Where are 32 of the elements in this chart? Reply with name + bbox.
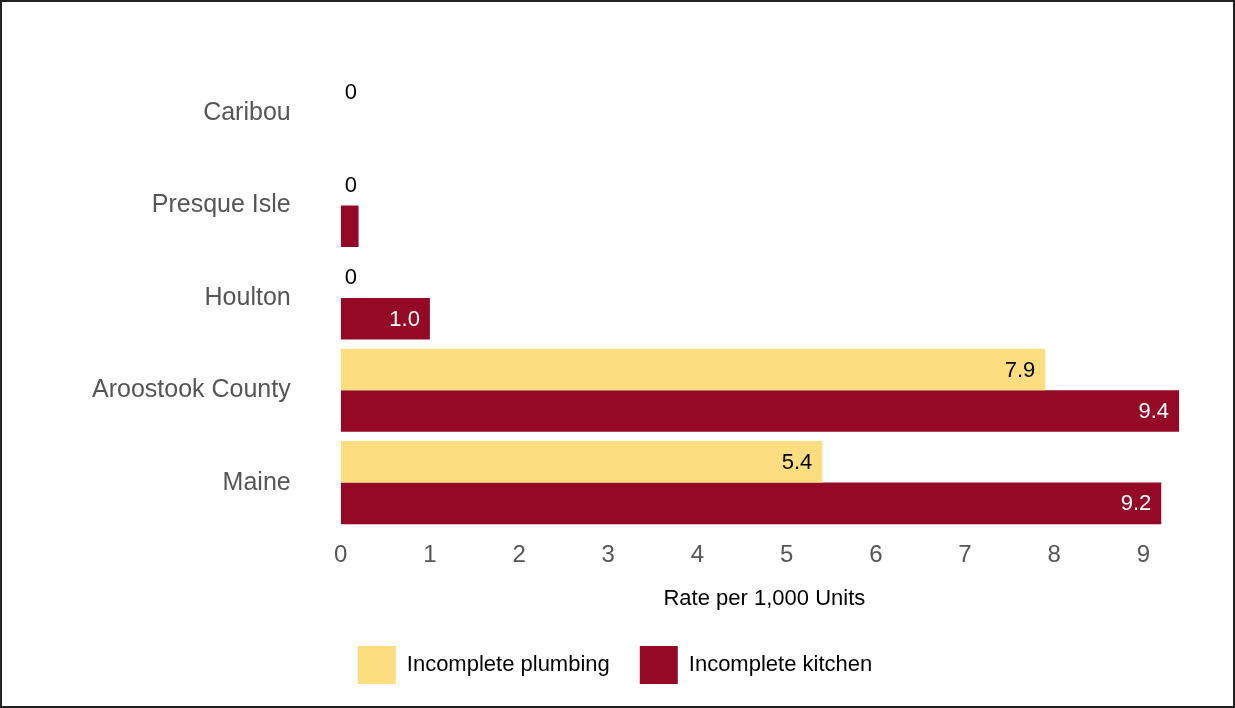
legend-label: Incomplete plumbing: [406, 651, 610, 677]
y-tick-label: Maine: [222, 466, 291, 495]
bar: [340, 205, 359, 248]
x-tick-label: 2: [512, 539, 526, 567]
y-tick-label: Presque Isle: [151, 189, 291, 218]
data-label: 9.2: [1120, 490, 1152, 516]
x-tick-label: 1: [423, 539, 437, 567]
y-tick-label: Caribou: [203, 97, 291, 126]
data-label: 7.9: [1004, 356, 1036, 382]
x-tick-label: 5: [779, 539, 794, 567]
x-tick-label: 4: [690, 539, 705, 567]
data-label: 1.0: [389, 305, 420, 331]
bar: [340, 297, 430, 340]
x-tick-label: 8: [1047, 539, 1061, 567]
bar: [340, 348, 1046, 391]
y-tick-label: Houlton: [204, 281, 291, 310]
data-label: 9.4: [1138, 398, 1170, 424]
x-tick-label: 9: [1136, 539, 1151, 567]
x-tick-label: 0: [334, 539, 348, 567]
data-label: 0: [344, 171, 357, 197]
bar: [340, 482, 1162, 525]
legend-label: Incomplete kitchen: [688, 651, 873, 677]
x-tick-label: 6: [869, 539, 883, 567]
data-label: 5.4: [781, 448, 813, 474]
data-label: 0: [344, 264, 357, 290]
y-tick-label: Aroostook County: [92, 374, 292, 403]
bar: [340, 441, 823, 483]
x-tick-label: 3: [601, 539, 615, 567]
bar: [340, 390, 1180, 432]
data-label: 0: [344, 79, 357, 105]
x-tick-label: 7: [958, 539, 972, 567]
x-axis-title: Rate per 1,000 Units: [663, 584, 866, 610]
